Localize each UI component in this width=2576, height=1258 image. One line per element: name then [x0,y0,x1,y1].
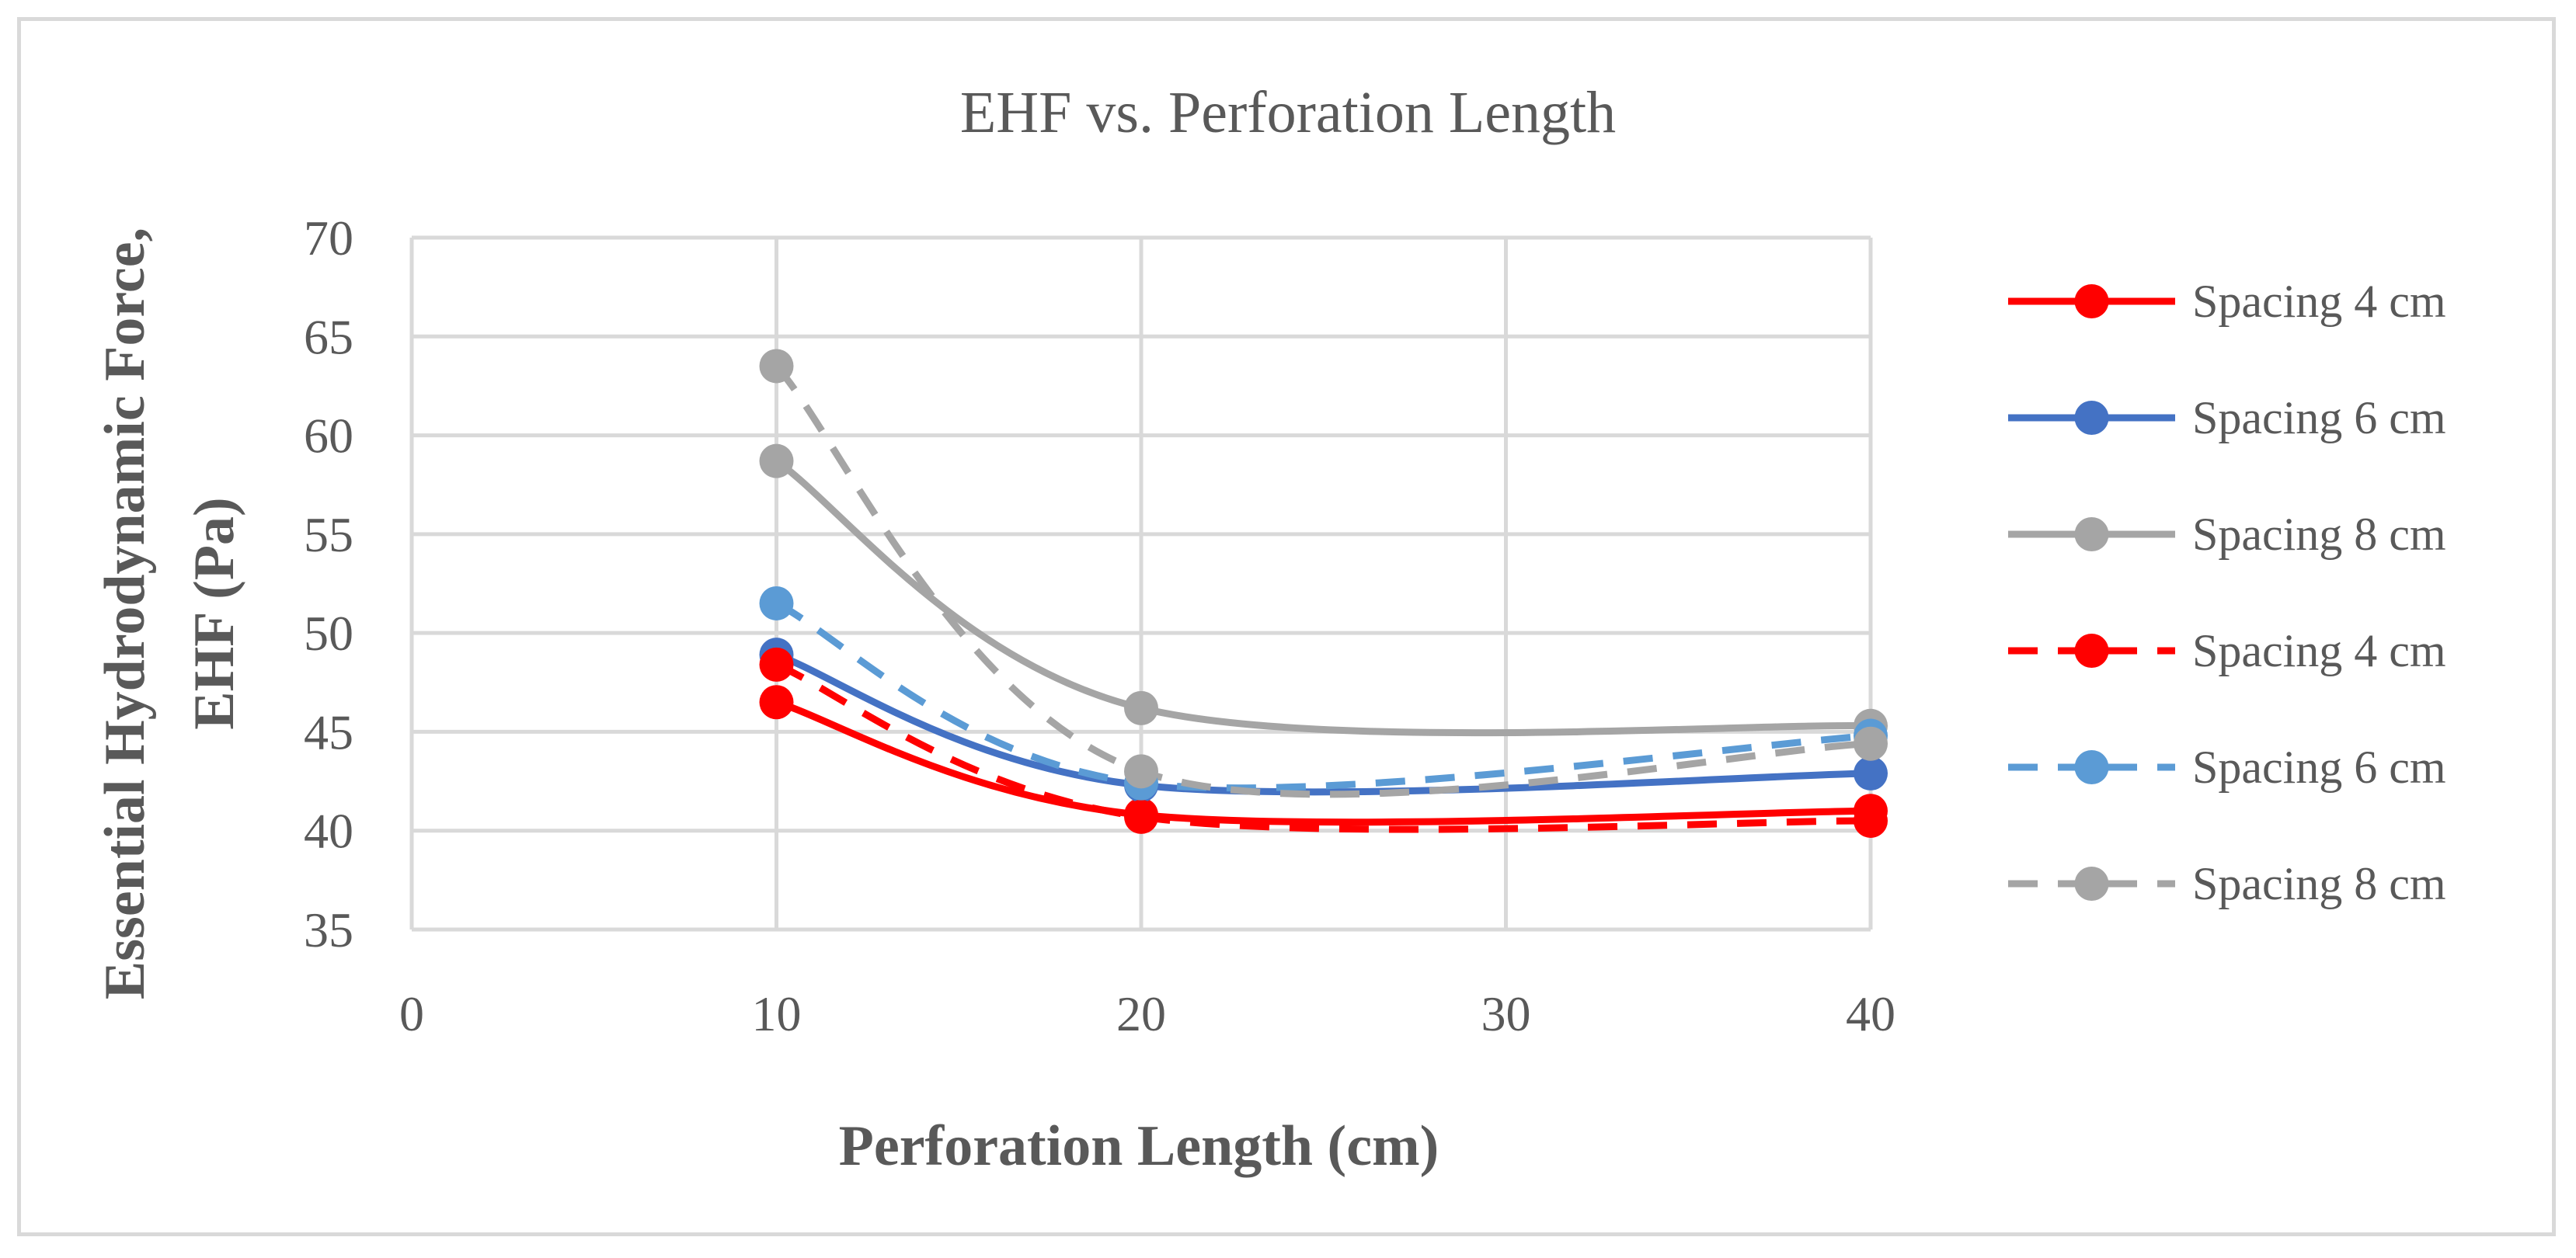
legend-item-5: Spacing 6 cm [2008,742,2446,793]
series-6-point-1 [759,349,794,384]
legend-item-3: Spacing 8 cm [2008,509,2446,560]
series-markers [759,349,1888,838]
legend-label: Spacing 8 cm [2192,858,2446,909]
series-line-5 [775,599,1871,792]
legend-label: Spacing 4 cm [2192,276,2446,327]
legend-item-6: Spacing 8 cm [2008,858,2446,909]
legend-item-1: Spacing 4 cm [2008,276,2446,327]
series-2-point-3 [1854,756,1888,791]
y-tick-label: 55 [304,507,353,562]
x-axis-label: Perforation Length (cm) [839,1114,1439,1178]
x-tick-label: 20 [1116,986,1166,1041]
legend-marker [2074,867,2109,901]
legend-item-2: Spacing 6 cm [2008,392,2446,443]
chart-frame [17,17,2556,1236]
legend-label: Spacing 8 cm [2192,509,2446,560]
legend-marker [2074,750,2109,784]
series-line-6 [774,363,1871,798]
legend-marker [2074,284,2109,318]
y-tick-label: 70 [304,210,353,266]
y-tick-label: 65 [304,309,353,364]
legend-marker [2074,517,2109,551]
series-line-1 [773,698,1875,826]
x-tick-label: 0 [399,986,424,1041]
y-tick-label: 35 [304,902,353,957]
legend-label: Spacing 4 cm [2192,625,2446,676]
x-tick-label: 10 [752,986,802,1041]
series-4-point-3 [1854,803,1888,838]
legend-marker [2074,401,2109,435]
y-tick-label: 50 [304,606,353,661]
series-6-point-3 [1854,726,1888,761]
series-3-point-1 [759,443,794,478]
series-3-point-2 [1124,690,1158,725]
chart-title: EHF vs. Perforation Length [960,80,1616,145]
legend-label: Spacing 6 cm [2192,742,2446,793]
legend-item-4: Spacing 4 cm [2008,625,2446,676]
legend-label: Spacing 6 cm [2192,392,2446,443]
y-axis-ticks: 35 40 45 50 55 60 65 70 [304,210,353,957]
y-tick-label: 45 [304,704,353,759]
series-6-point-2 [1124,754,1158,789]
series-line-3 [773,457,1875,737]
series-4-point-2 [1124,799,1158,834]
legend-marker [2074,634,2109,668]
legend: Spacing 4 cm Spacing 6 cm Spacing 8 cm Spac… [2008,276,2446,909]
y-axis-label-line-2: EHF (Pa) [183,497,246,729]
y-tick-label: 40 [304,804,353,859]
series-lines [773,363,1875,833]
y-axis-label-line-1: Essential Hydrodynamic Force, [93,228,157,999]
series-line-4 [775,661,1871,833]
series-1-point-1 [759,685,794,720]
series-5-point-1 [759,586,794,620]
x-tick-label: 30 [1481,986,1531,1041]
x-axis-ticks: 0 10 20 30 40 [399,986,1895,1041]
x-tick-label: 40 [1846,986,1895,1041]
series-4-point-1 [759,647,794,682]
y-tick-label: 60 [304,408,353,464]
